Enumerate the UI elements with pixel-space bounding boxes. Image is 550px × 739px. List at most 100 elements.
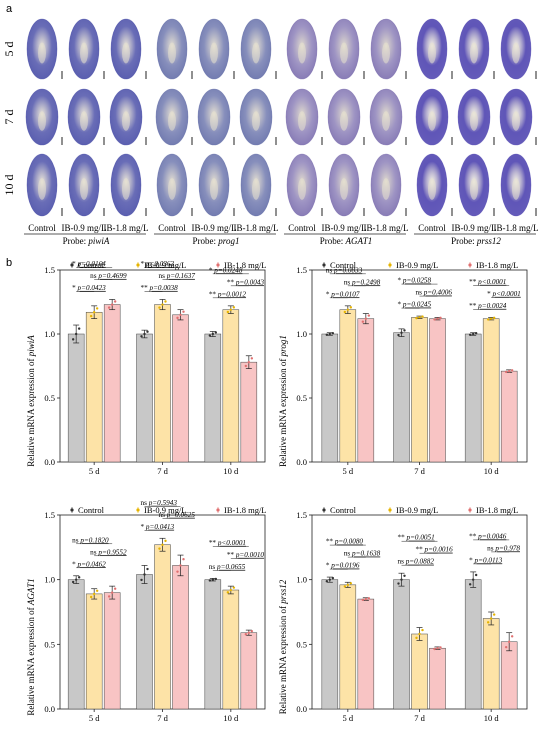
replicate-point <box>226 310 230 314</box>
legend-label: IB-0.9 mg/L <box>144 505 187 515</box>
bar <box>240 632 258 710</box>
probe-gene: AGAT1 <box>345 236 373 246</box>
replicate-point <box>92 592 96 596</box>
replicate-point <box>421 628 424 632</box>
replicate-point <box>232 306 236 309</box>
p-value: p<0.0001 <box>217 539 246 547</box>
replicate-point <box>74 332 78 336</box>
column-label: IB-0.9 mg/L <box>62 223 107 233</box>
replicate-point <box>471 578 475 581</box>
p-value: p=0.0043 <box>235 278 265 286</box>
worm-pharynx <box>340 178 348 200</box>
y-tick-label: 0.0 <box>44 704 55 714</box>
worm-pharynx <box>168 178 176 200</box>
replicate-point <box>471 332 475 336</box>
x-tick-label: 10 d <box>223 713 239 723</box>
significance-label: * p=0.0258 <box>398 277 432 285</box>
worm-pharynx <box>122 42 130 64</box>
replicate-point <box>400 331 403 334</box>
replicate-point <box>415 316 418 320</box>
y-tick-label: 1.0 <box>296 575 307 585</box>
p-value: p=0.0423 <box>77 284 107 292</box>
probe-prefix: Probe: <box>63 236 89 246</box>
p-value: p=0.0363 <box>145 260 175 268</box>
bar-chart-prss12: 0.0 0.5 1.0 1.5 Relative mRNA expression of … <box>278 505 528 723</box>
replicate-point <box>71 338 75 341</box>
p-value: p=0.0107 <box>330 290 360 298</box>
bar <box>357 598 375 710</box>
replicate-point <box>403 574 406 577</box>
bar-chart-AGAT1: 0.0 0.5 1.0 1.5 Relative mRNA expression of … <box>26 499 267 723</box>
replicate-point <box>439 646 442 649</box>
bar <box>482 318 500 463</box>
x-tick-label: 10 d <box>484 713 500 723</box>
worm-pharynx <box>470 178 478 200</box>
probe-prefix: Probe: <box>451 236 477 246</box>
significance-stars: * <box>72 560 77 568</box>
worm-pharynx <box>210 111 218 131</box>
replicate-point <box>361 320 365 323</box>
y-axis-prefix: Relative mRNA expression of <box>26 356 36 466</box>
significance-stars: ** <box>416 546 425 554</box>
worm-pharynx <box>382 42 390 64</box>
replicate-point <box>331 332 335 335</box>
replicate-point <box>468 333 472 336</box>
replicate-point <box>328 332 332 336</box>
replicate-point <box>364 317 368 320</box>
probe-gene: piwiA <box>87 236 110 246</box>
y-tick-label: 1.0 <box>44 575 55 585</box>
replicate-point <box>474 332 478 335</box>
significance-label: ns p=0.4699 <box>90 272 127 280</box>
replicate-point <box>436 647 439 650</box>
significance-label: * p=0.0245 <box>398 301 432 309</box>
replicate-point <box>158 547 161 550</box>
bar <box>204 579 222 710</box>
replicate-point <box>421 315 424 318</box>
significance-stars: ** <box>227 551 236 559</box>
y-tick-label: 0.5 <box>44 393 55 403</box>
y-tick-label: 1.5 <box>296 510 307 520</box>
replicate-point <box>361 598 365 602</box>
p-value: p=0.0833 <box>333 266 363 274</box>
replicate-point <box>208 334 212 337</box>
replicate-point <box>244 364 248 368</box>
row-label-1: 7 d <box>2 110 16 125</box>
significance-stars: ** <box>398 534 407 542</box>
significance-label: * p=0.0113 <box>469 556 502 564</box>
replicate-point <box>486 621 490 624</box>
replicate-point <box>161 303 164 306</box>
bar <box>393 579 410 710</box>
bar <box>136 574 153 710</box>
significance-label: ** p=0.0038 <box>141 284 179 292</box>
replicate-point <box>367 314 371 317</box>
replicate-point <box>433 318 436 321</box>
p-value: p=0.1637 <box>166 272 196 280</box>
y-axis-title: Relative mRNA expression of AGAT1 <box>26 578 36 715</box>
bar <box>103 592 121 710</box>
probe-label: Probe: prss12 <box>451 236 501 246</box>
legend-label: Control <box>330 505 357 515</box>
y-axis-title: Relative mRNA expression of prss12 <box>278 579 288 714</box>
significance-stars: ** <box>227 278 236 286</box>
significance-stars: ns <box>487 544 495 552</box>
y-axis-title: Relative mRNA expression of prog1 <box>278 335 288 467</box>
y-tick-label: 0.0 <box>296 704 307 714</box>
bar <box>482 618 500 710</box>
replicate-point <box>158 306 161 309</box>
significance-label: ns p=0.1637 <box>159 272 196 280</box>
replicate-point <box>179 313 182 316</box>
replicate-point <box>328 578 332 581</box>
replicate-point <box>107 306 111 309</box>
significance-label: ** p=0.0046 <box>469 532 507 540</box>
bar <box>222 589 240 710</box>
panel-a-letter: a <box>6 3 13 15</box>
replicate-point <box>510 635 514 638</box>
p-value: p=0.4006 <box>423 289 453 297</box>
significance-label: ** p<0.0001 <box>469 278 506 286</box>
bar <box>464 579 482 710</box>
replicate-point <box>74 578 78 581</box>
replicate-point <box>250 629 254 633</box>
replicate-point <box>95 589 99 592</box>
x-tick-label: 5 d <box>89 466 100 476</box>
